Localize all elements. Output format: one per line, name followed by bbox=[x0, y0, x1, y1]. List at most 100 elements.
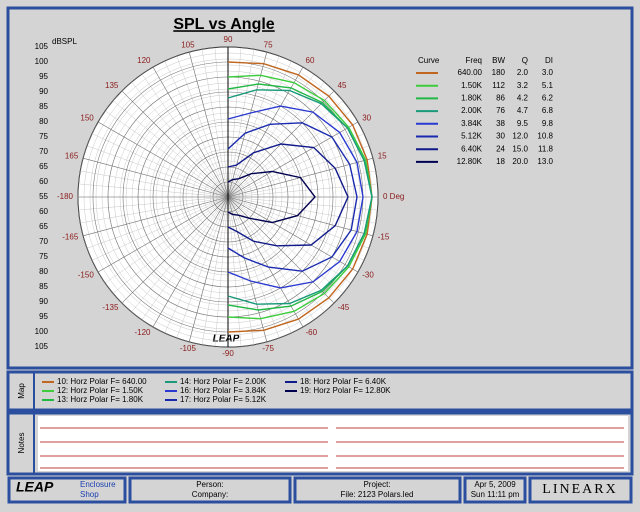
table-header: Q bbox=[522, 56, 528, 65]
panel-label: Notes bbox=[17, 433, 26, 454]
r-tick-label: 80 bbox=[39, 117, 48, 126]
r-tick-label: 85 bbox=[39, 282, 48, 291]
theta-tick-label: -30 bbox=[362, 271, 374, 280]
footer-box bbox=[463, 476, 527, 504]
theta-tick-label: 90 bbox=[224, 35, 233, 44]
table-cell: 24 bbox=[496, 144, 505, 153]
r-tick-label: 100 bbox=[35, 57, 49, 66]
legend-label: 12: Horz Polar F= 1.50K bbox=[57, 386, 144, 395]
project: Project: bbox=[363, 480, 390, 489]
watermark: LEAP bbox=[213, 334, 240, 345]
table-header: Freq bbox=[466, 56, 482, 65]
table-cell: 10.8 bbox=[537, 132, 553, 141]
table-cell: 112 bbox=[492, 81, 505, 90]
r-tick-label: 80 bbox=[39, 267, 48, 276]
grid-line bbox=[227, 52, 268, 198]
table-cell: 6.2 bbox=[542, 94, 554, 103]
table-cell: 4.7 bbox=[517, 106, 529, 115]
theta-tick-label: -120 bbox=[134, 328, 151, 337]
table-cell: 15.0 bbox=[512, 144, 528, 153]
r-tick-label: 55 bbox=[39, 192, 48, 201]
theta-tick-label: 15 bbox=[378, 151, 387, 160]
table-cell: 20.0 bbox=[512, 157, 528, 166]
table-cell: 6.40K bbox=[461, 144, 483, 153]
grid-line bbox=[83, 157, 229, 198]
company: Company: bbox=[192, 490, 228, 499]
theta-tick-label: 60 bbox=[306, 56, 315, 65]
table-cell: 2.00K bbox=[461, 106, 483, 115]
theta-tick-label: -15 bbox=[378, 233, 390, 242]
table-header: BW bbox=[492, 56, 505, 65]
theta-tick-label: 30 bbox=[362, 114, 371, 123]
theta-tick-label: 165 bbox=[65, 151, 79, 160]
grid-line bbox=[97, 196, 229, 273]
table-cell: 11.8 bbox=[538, 144, 554, 153]
date: Apr 5, 2009 bbox=[474, 480, 516, 489]
table-cell: 38 bbox=[496, 119, 505, 128]
table-cell: 13.0 bbox=[537, 157, 553, 166]
time: Sun 11:11 pm bbox=[471, 490, 520, 499]
footer-box bbox=[293, 476, 462, 504]
legend-label: 14: Horz Polar F= 2.00K bbox=[180, 377, 267, 386]
table-cell: 3.2 bbox=[517, 81, 529, 90]
grid-line bbox=[227, 196, 335, 304]
theta-tick-label: -150 bbox=[78, 271, 95, 280]
grid-line bbox=[121, 196, 229, 304]
legend-label: 19: Horz Polar F= 12.80K bbox=[300, 386, 391, 395]
legend-label: 17: Horz Polar F= 5.12K bbox=[180, 395, 267, 404]
footer-box bbox=[528, 476, 633, 504]
r-tick-label: 70 bbox=[39, 237, 48, 246]
grid-line bbox=[152, 196, 229, 328]
panel-label: Map bbox=[17, 383, 26, 399]
table-cell: 180 bbox=[492, 68, 506, 77]
product: Shop bbox=[80, 490, 99, 499]
table-cell: 12.0 bbox=[512, 132, 528, 141]
file: File: 2123 Polars.led bbox=[341, 490, 414, 499]
chart-title: SPL vs Angle bbox=[173, 16, 274, 33]
grid-line bbox=[188, 196, 229, 342]
notes-area bbox=[38, 416, 628, 471]
legend-label: 18: Horz Polar F= 6.40K bbox=[300, 377, 387, 386]
brand: LINEARX bbox=[542, 482, 617, 497]
grid-line bbox=[227, 196, 268, 342]
polar-curve bbox=[227, 143, 349, 247]
table-cell: 640.00 bbox=[458, 68, 483, 77]
theta-tick-label: 135 bbox=[105, 81, 119, 90]
theta-tick-label: 120 bbox=[137, 56, 151, 65]
note-lines bbox=[40, 427, 624, 469]
polar-curve bbox=[227, 122, 358, 272]
r-tick-label: 105 bbox=[35, 342, 49, 351]
map-panel bbox=[6, 370, 634, 412]
r-tick-label: 75 bbox=[39, 132, 48, 141]
table-cell: 5.12K bbox=[461, 132, 483, 141]
polar-curve bbox=[227, 89, 373, 305]
table-header: Curve bbox=[418, 56, 440, 65]
theta-tick-label: 105 bbox=[181, 40, 195, 49]
grid-line bbox=[227, 196, 359, 273]
legend-label: 13: Horz Polar F= 1.80K bbox=[57, 395, 144, 404]
r-tick-label: 60 bbox=[39, 177, 48, 186]
table-cell: 9.5 bbox=[517, 119, 529, 128]
r-tick-label: 95 bbox=[39, 72, 48, 81]
theta-tick-label: -75 bbox=[262, 344, 274, 353]
grid-line bbox=[83, 196, 229, 237]
grid-line bbox=[227, 121, 359, 198]
table-cell: 1.50K bbox=[461, 81, 483, 90]
theta-tick-label: -180 bbox=[57, 192, 74, 201]
grid-line bbox=[152, 66, 229, 198]
r-tick-label: 70 bbox=[39, 147, 48, 156]
polar-curve bbox=[227, 105, 364, 289]
grid-line bbox=[227, 66, 304, 198]
grid-line bbox=[227, 196, 304, 328]
theta-tick-label: -105 bbox=[180, 344, 197, 353]
table-cell: 6.8 bbox=[542, 106, 554, 115]
table-cell: 5.1 bbox=[542, 81, 554, 90]
legend-label: 16: Horz Polar F= 3.84K bbox=[180, 386, 267, 395]
table-cell: 18 bbox=[496, 157, 505, 166]
theta-tick-label: -135 bbox=[102, 303, 119, 312]
theta-tick-label: 75 bbox=[264, 40, 273, 49]
theta-tick-label: -45 bbox=[338, 303, 350, 312]
person: Person: bbox=[196, 480, 224, 489]
polar-curve bbox=[227, 170, 316, 224]
